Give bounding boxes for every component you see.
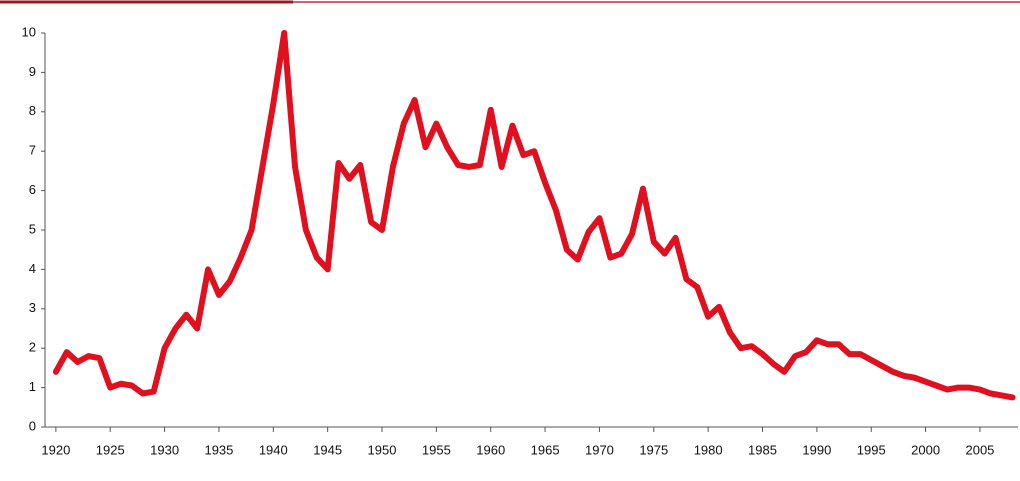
x-tick-label: 1985 <box>748 442 777 457</box>
x-tick-label: 1970 <box>585 442 614 457</box>
x-tick-label: 1995 <box>857 442 886 457</box>
y-tick-label: 7 <box>29 143 36 158</box>
x-tick-label: 1960 <box>476 442 505 457</box>
y-tick-label: 1 <box>29 379 36 394</box>
x-tick-label: 1935 <box>204 442 233 457</box>
x-tick-label: 1980 <box>694 442 723 457</box>
x-tick-label: 1950 <box>368 442 397 457</box>
y-tick-label: 0 <box>29 418 36 433</box>
x-tick-label: 1945 <box>313 442 342 457</box>
y-tick-label: 3 <box>29 300 36 315</box>
x-tick-label: 1965 <box>531 442 560 457</box>
x-tick-label: 1940 <box>259 442 288 457</box>
data-line <box>52 30 1016 401</box>
y-tick-label: 6 <box>29 182 36 197</box>
x-tick-label: 1925 <box>96 442 125 457</box>
y-tick-label: 8 <box>29 103 36 118</box>
x-tick-label: 1975 <box>639 442 668 457</box>
x-tick-label: 1920 <box>41 442 70 457</box>
y-tick-label: 4 <box>29 261 36 276</box>
x-tick-label: 2005 <box>965 442 994 457</box>
y-tick-label: 2 <box>29 340 36 355</box>
x-tick-label: 2000 <box>911 442 940 457</box>
x-tick-label: 1955 <box>422 442 451 457</box>
x-tick-label: 1930 <box>150 442 179 457</box>
y-tick-label: 5 <box>29 221 36 236</box>
x-tick-label: 1990 <box>802 442 831 457</box>
y-tick-label: 9 <box>29 64 36 79</box>
y-tick-label: 10 <box>22 24 36 39</box>
